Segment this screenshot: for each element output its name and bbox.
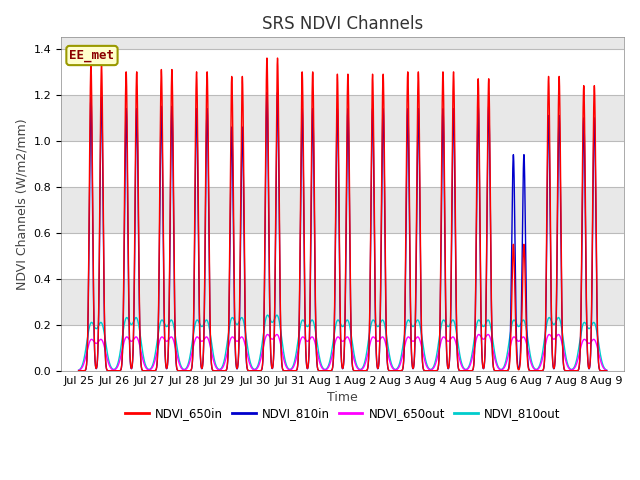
NDVI_810out (601, 366, 609, 372)
NDVI_650in (603, 368, 611, 373)
NDVI_650in (188, 366, 195, 372)
Bar (61, 141, 624, 187)
Legend: NDVI_650in, NDVI_810in, NDVI_650out, NDVI_810out: NDVI_650in, NDVI_810in, NDVI_650out, NDV… (120, 402, 565, 425)
NDVI_810in (415, 156, 423, 162)
NDVI_650out (490, 353, 498, 359)
Line: NDVI_810out: NDVI_810out (79, 315, 607, 370)
NDVI_650in (273, 130, 280, 136)
NDVI_810out (188, 344, 195, 349)
Bar (61, 233, 624, 279)
NDVI_810out (264, 312, 271, 318)
NDVI_810out (182, 366, 190, 372)
NDVI_650in (75, 368, 83, 373)
NDVI_650out (188, 352, 195, 358)
NDVI_650out (555, 332, 563, 337)
X-axis label: Time: Time (327, 391, 358, 404)
NDVI_810in (490, 367, 498, 373)
NDVI_810out (490, 348, 498, 354)
NDVI_650in (415, 126, 423, 132)
NDVI_810in (273, 156, 280, 162)
Y-axis label: NDVI Channels (W/m2/mm): NDVI Channels (W/m2/mm) (15, 118, 28, 290)
NDVI_810in (603, 368, 611, 373)
Bar (61, 325, 624, 371)
Text: EE_met: EE_met (70, 49, 115, 62)
Bar (61, 49, 624, 95)
NDVI_810in (75, 368, 83, 373)
Line: NDVI_650in: NDVI_650in (79, 58, 607, 371)
NDVI_810in (188, 366, 195, 372)
NDVI_810in (263, 90, 271, 96)
NDVI_650in (182, 368, 190, 373)
NDVI_650in (490, 367, 498, 373)
NDVI_810out (273, 312, 280, 318)
NDVI_650out (75, 368, 83, 373)
NDVI_810in (601, 368, 609, 373)
NDVI_650out (182, 366, 190, 372)
NDVI_650out (603, 368, 611, 373)
Title: SRS NDVI Channels: SRS NDVI Channels (262, 15, 423, 33)
Line: NDVI_650out: NDVI_650out (79, 335, 607, 371)
NDVI_650out (273, 332, 280, 337)
NDVI_650in (601, 368, 609, 373)
NDVI_810out (75, 367, 83, 373)
NDVI_650out (415, 336, 423, 341)
NDVI_810out (415, 320, 423, 325)
NDVI_810in (182, 368, 190, 373)
NDVI_810out (603, 367, 611, 373)
NDVI_650in (263, 55, 271, 61)
Line: NDVI_810in: NDVI_810in (79, 93, 607, 371)
NDVI_650out (601, 367, 609, 372)
